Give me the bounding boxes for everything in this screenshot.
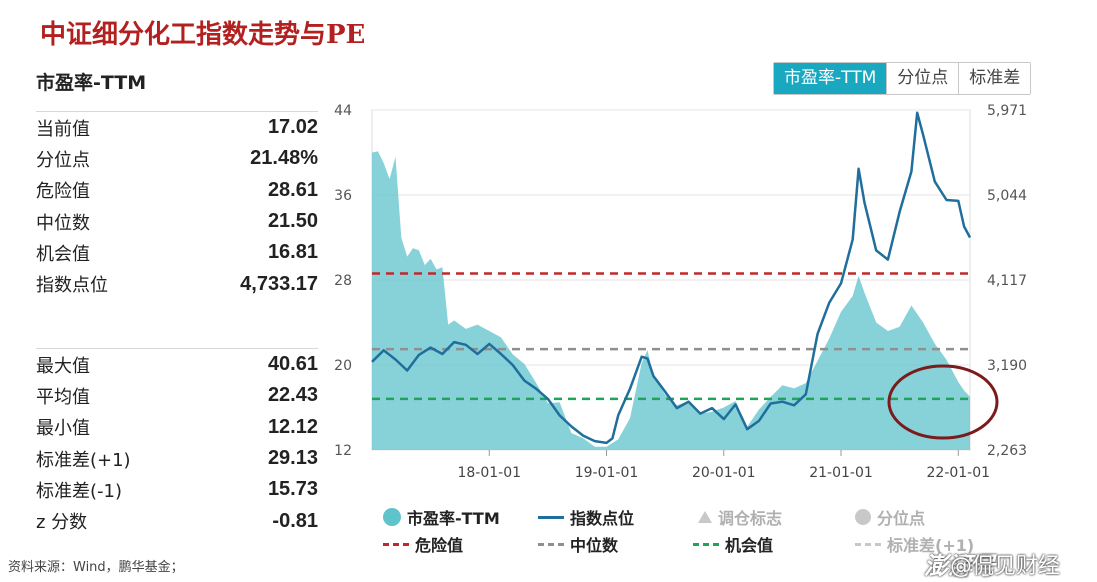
stat-label: 最小值 [36, 418, 90, 440]
legend-label: 分位点 [877, 509, 926, 528]
stat-row-danger: 危险值 28.61 [36, 175, 318, 206]
stat-label: 最大值 [36, 355, 90, 377]
chart-legend: 市盈率-TTM 指数点位 调仓标志 分位点 危险值 中位数 机会值 标准差(+1… [383, 505, 1023, 565]
watermark: 澎湃号 [924, 552, 996, 580]
stat-value: 40.61 [267, 353, 318, 376]
line-swatch [538, 515, 564, 519]
highlight-circle [887, 364, 999, 440]
y-right-tick-label: 3,190 [987, 358, 1027, 374]
stat-label: 指数点位 [36, 275, 108, 297]
stat-value: 4,733.17 [240, 272, 318, 295]
x-tick-label: 21-01-01 [809, 465, 873, 481]
y-left-tick-label: 44 [334, 103, 352, 119]
legend-label: 机会值 [725, 536, 774, 555]
stat-row-current: 当前值 17.02 [36, 112, 318, 143]
y-left-tick-label: 36 [334, 188, 352, 204]
stat-row-std-minus: 标准差(-1) 15.73 [36, 474, 318, 505]
dash-swatch [383, 542, 409, 546]
page-title: 中证细分化工指数走势与PE [40, 20, 366, 50]
legend-label: 调仓标志 [718, 509, 783, 528]
stat-label: 机会值 [36, 243, 90, 265]
stat-value: 17.02 [267, 116, 318, 139]
stat-value: 21.50 [267, 210, 318, 233]
stat-label: 危险值 [36, 181, 90, 203]
metric-tabs: 市盈率-TTM 分位点 标准差 [773, 62, 1032, 95]
x-tick-label: 18-01-01 [457, 465, 521, 481]
stat-label: 中位数 [36, 212, 90, 234]
y-right-tick-label: 5,971 [987, 103, 1027, 119]
stat-row-z-score: z 分数 -0.81 [36, 505, 318, 536]
legend-label: 危险值 [415, 536, 464, 555]
legend-label: 标准差(+1) [887, 536, 975, 555]
legend-item-rebalance[interactable]: 调仓标志 [698, 505, 782, 529]
stat-value: 28.61 [267, 178, 318, 201]
stat-row-opportunity: 机会值 16.81 [36, 237, 318, 268]
y-left-tick-label: 20 [334, 358, 352, 374]
stat-row-max: 最大值 40.61 [36, 349, 318, 380]
stat-value: 22.43 [267, 384, 318, 407]
dot-swatch [855, 509, 871, 525]
legend-label: 中位数 [570, 536, 619, 555]
x-tick-label: 20-01-01 [692, 465, 756, 481]
triangle-icon [698, 511, 712, 523]
stat-row-mean: 平均值 22.43 [36, 380, 318, 411]
stat-label: 标准差(-1) [36, 480, 122, 502]
dash-swatch [855, 542, 881, 546]
legend-item-danger[interactable]: 危险值 [383, 532, 463, 556]
stat-row-median: 中位数 21.50 [36, 206, 318, 237]
tab-std-dev[interactable]: 标准差 [958, 63, 1031, 94]
stat-value: 15.73 [267, 478, 318, 501]
stats-history: 最大值 40.61 平均值 22.43 最小值 12.12 标准差(+1) 29.13 … [36, 348, 318, 537]
index-level-line [371, 111, 972, 445]
area-swatch [383, 508, 401, 526]
tab-percentile[interactable]: 分位点 [886, 63, 959, 94]
stat-value: 12.12 [267, 415, 318, 438]
stat-label: 分位点 [36, 149, 90, 171]
legend-item-opportunity[interactable]: 机会值 [693, 532, 773, 556]
stat-label: 标准差(+1) [36, 449, 131, 471]
stat-value: -0.81 [272, 509, 318, 532]
stat-value: 16.81 [267, 241, 318, 264]
legend-item-std-plus[interactable]: 标准差(+1) [855, 532, 974, 556]
legend-label: 市盈率-TTM [407, 509, 500, 528]
stat-row-std-plus: 标准差(+1) 29.13 [36, 443, 318, 474]
x-tick-label: 22-01-01 [927, 465, 991, 481]
stat-label: z 分数 [36, 512, 88, 534]
y-right-tick-label: 2,263 [987, 443, 1027, 459]
stat-label: 平均值 [36, 386, 90, 408]
stat-row-index-level: 指数点位 4,733.17 [36, 268, 318, 299]
source-note: 资料来源：Wind，鹏华基金； [8, 560, 184, 575]
dash-swatch [693, 542, 719, 546]
author-tag: @侃见财经 [950, 554, 1061, 579]
dash-swatch [538, 542, 564, 546]
tab-pe-ttm[interactable]: 市盈率-TTM [774, 63, 887, 94]
stat-value: 21.48% [250, 147, 318, 170]
y-left-tick-label: 12 [334, 443, 352, 459]
stat-row-min: 最小值 12.12 [36, 412, 318, 443]
x-tick-label: 19-01-01 [575, 465, 639, 481]
stats-current: 当前值 17.02 分位点 21.48% 危险值 28.61 中位数 21.50 机会值… [36, 111, 318, 300]
panel-title: 市盈率-TTM [36, 72, 147, 94]
stat-label: 当前值 [36, 118, 90, 140]
legend-item-median[interactable]: 中位数 [538, 532, 618, 556]
y-right-tick-label: 4,117 [987, 273, 1027, 289]
y-right-tick-label: 5,044 [987, 188, 1027, 204]
legend-item-pe[interactable]: 市盈率-TTM [383, 505, 500, 529]
stat-value: 29.13 [267, 447, 318, 470]
y-left-tick-label: 28 [334, 273, 352, 289]
legend-item-index[interactable]: 指数点位 [538, 505, 634, 529]
legend-label: 指数点位 [570, 509, 635, 528]
legend-item-percentile[interactable]: 分位点 [855, 505, 925, 529]
stat-row-percentile: 分位点 21.48% [36, 143, 318, 174]
